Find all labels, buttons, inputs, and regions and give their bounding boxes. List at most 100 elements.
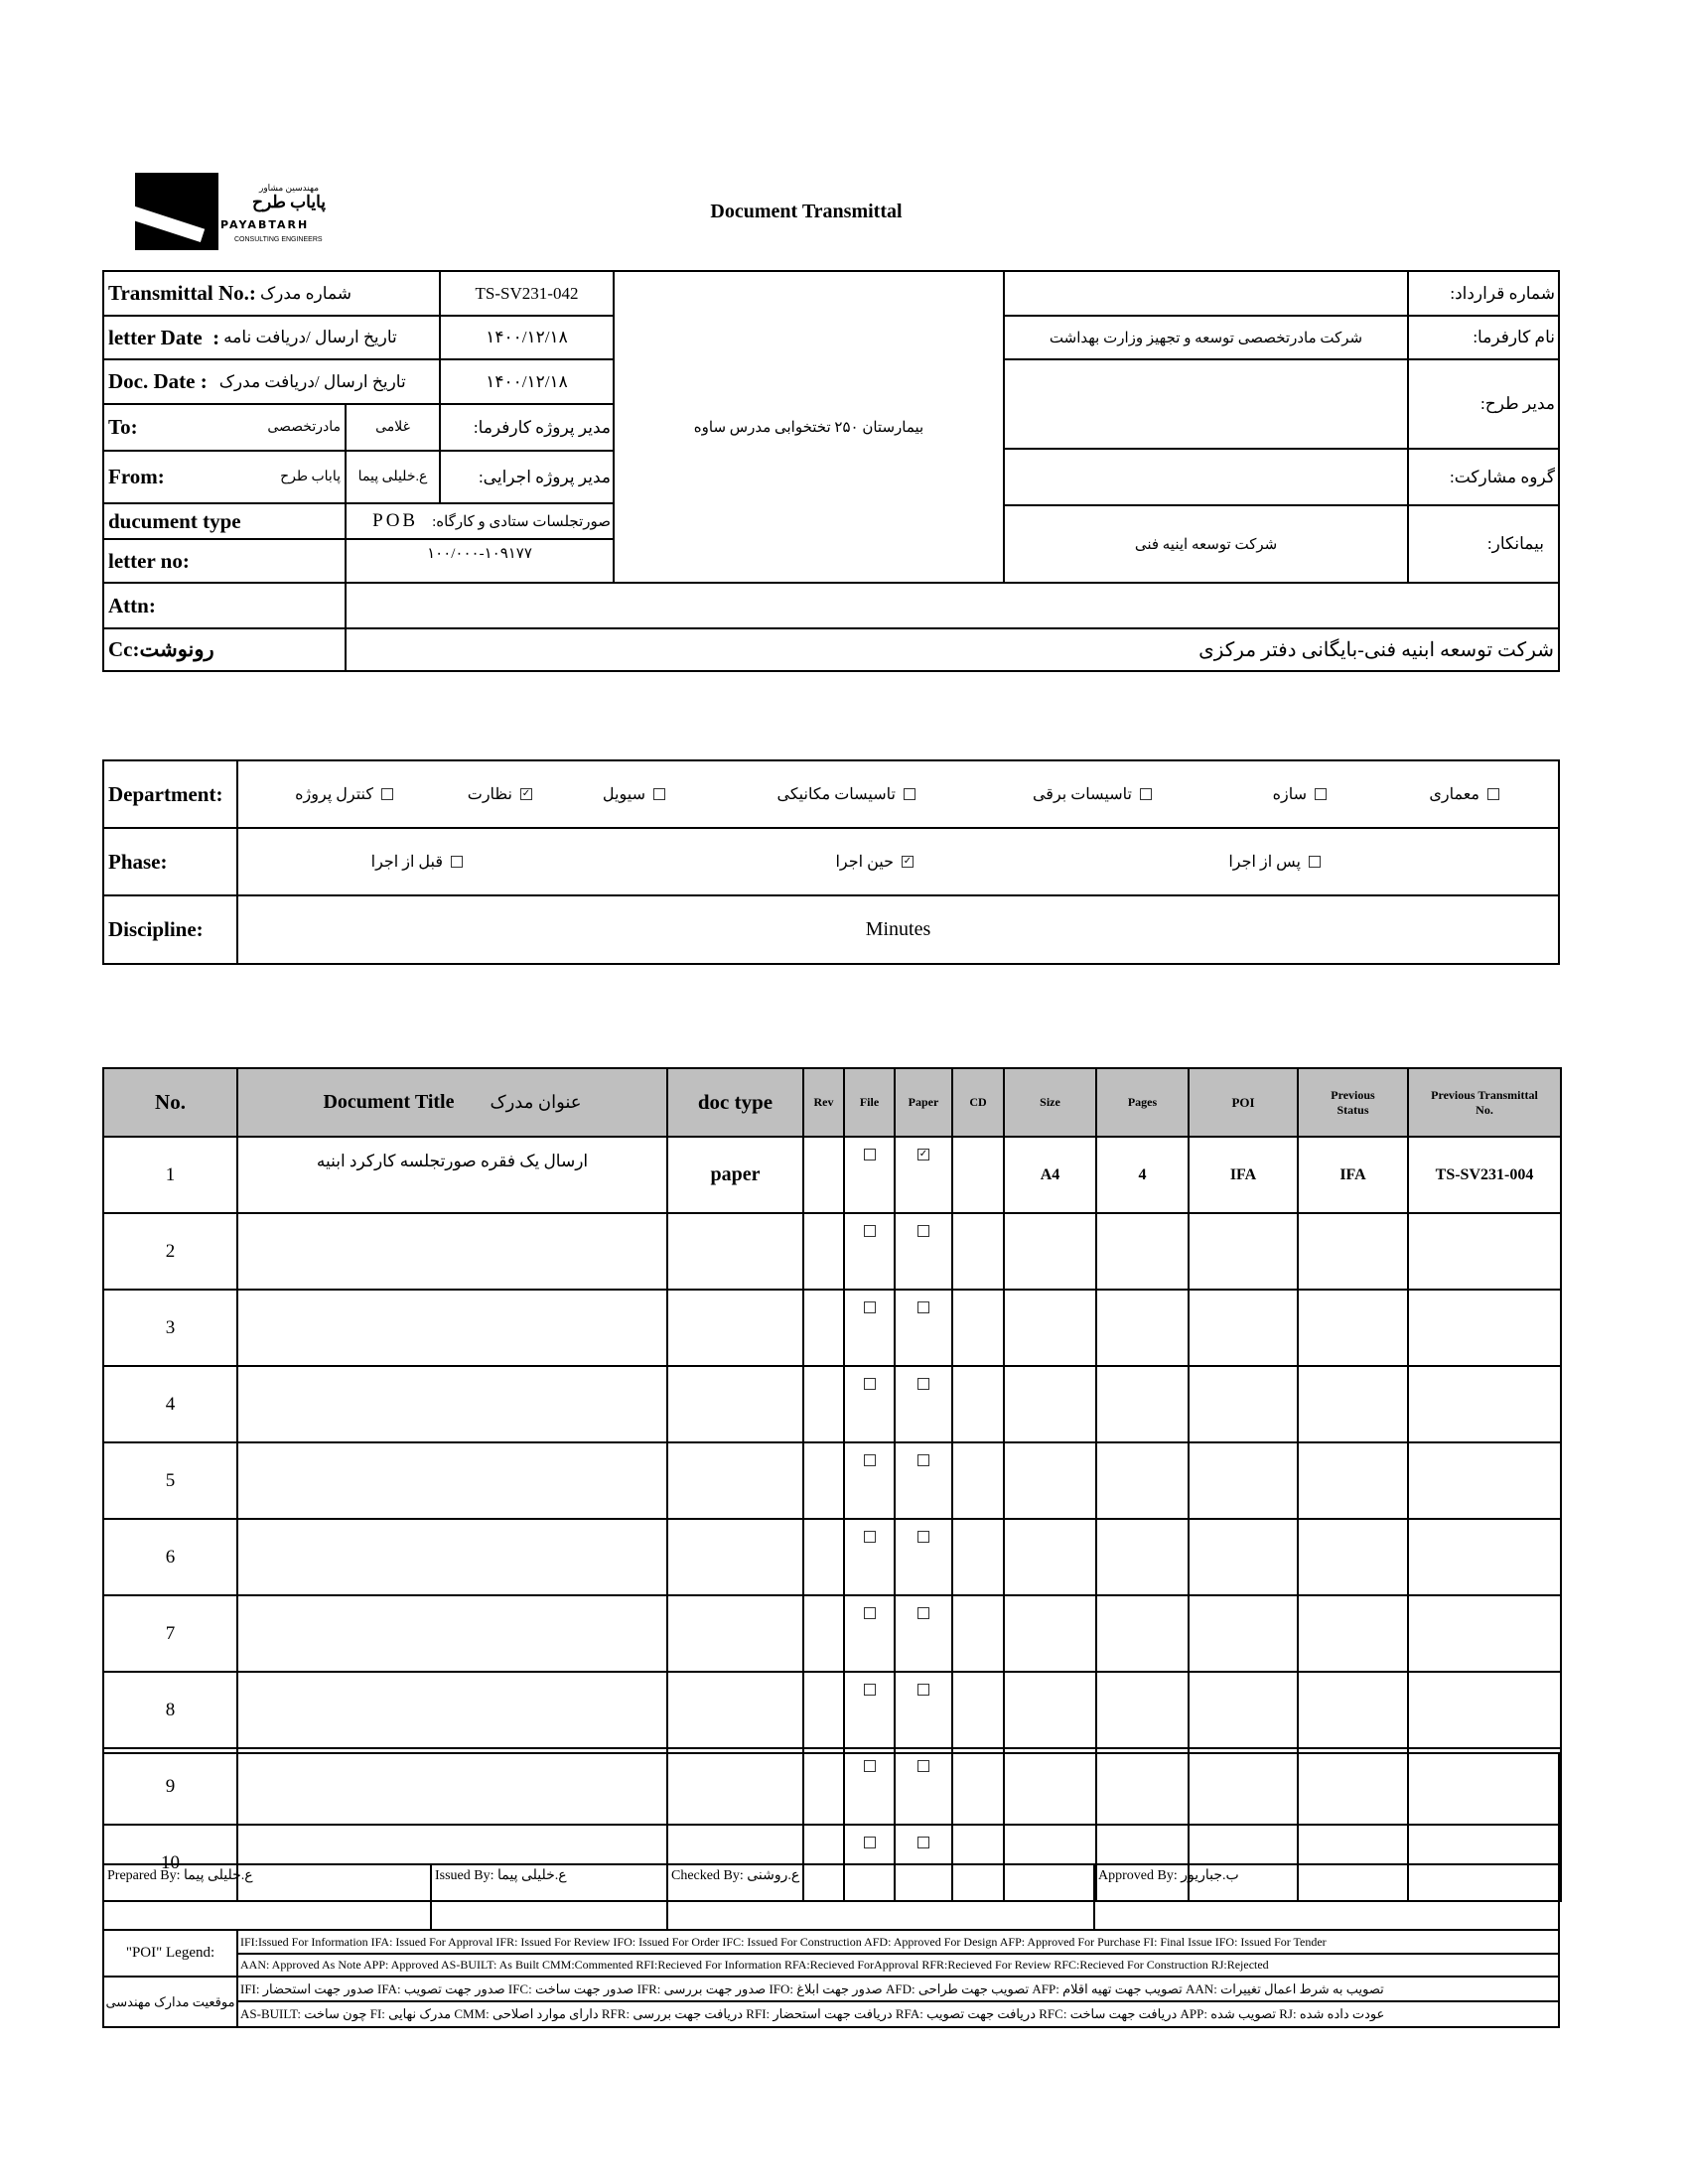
checkbox-icon[interactable] xyxy=(917,1453,929,1466)
checkbox-icon[interactable] xyxy=(1309,856,1321,868)
checkbox-icon[interactable] xyxy=(917,1300,929,1313)
cell-file[interactable] xyxy=(843,1289,896,1367)
cell-paper[interactable] xyxy=(894,1747,953,1826)
checkbox-icon[interactable] xyxy=(917,1759,929,1772)
checkbox-icon[interactable] xyxy=(1487,788,1499,800)
department-option[interactable]: کنترل پروژه xyxy=(295,784,393,804)
checkbox-icon[interactable] xyxy=(904,788,915,800)
phase-option[interactable]: قبل از اجرا xyxy=(371,852,463,872)
phase-option[interactable]: پس از اجرا xyxy=(1228,852,1321,872)
phase-option[interactable]: ✓ حین اجرا xyxy=(835,852,914,872)
cell-no: 5 xyxy=(102,1441,238,1520)
checkbox-icon[interactable] xyxy=(917,1606,929,1619)
checkbox-icon[interactable] xyxy=(451,856,463,868)
cell-size xyxy=(1003,1671,1097,1749)
department-option[interactable]: تاسیسات مکانیکی xyxy=(776,784,915,804)
cell-file[interactable] xyxy=(843,1518,896,1596)
remarks-area xyxy=(102,1752,1560,1865)
cell-prev-transmittal xyxy=(1407,1824,1562,1902)
col-title-fa: عنوان مدرک xyxy=(490,1092,582,1112)
discipline-label-cell: Discipline: xyxy=(102,894,238,965)
checkbox-icon[interactable] xyxy=(917,1530,929,1543)
checkbox-icon[interactable] xyxy=(863,1300,876,1313)
cell-paper[interactable] xyxy=(894,1212,953,1291)
checkbox-checked-icon[interactable]: ✓ xyxy=(917,1148,929,1160)
checkbox-icon[interactable] xyxy=(863,1148,876,1160)
cell-doc-type xyxy=(666,1747,804,1826)
cell-file[interactable] xyxy=(843,1365,896,1443)
department-option[interactable]: ✓ نظارت xyxy=(468,784,532,804)
checkbox-icon[interactable] xyxy=(917,1836,929,1848)
department-option[interactable]: معماری xyxy=(1429,784,1499,804)
cell-file[interactable] xyxy=(843,1212,896,1291)
checkbox-checked-icon[interactable]: ✓ xyxy=(520,788,532,800)
cell-no: 4 xyxy=(102,1365,238,1443)
table-row: 1 ارسال یک فقره صورتجلسه کارکرد ابنیه pape… xyxy=(102,1136,1562,1214)
department-option[interactable]: سازه xyxy=(1273,784,1327,804)
checkbox-icon[interactable] xyxy=(863,1377,876,1390)
cell-file[interactable] xyxy=(843,1824,896,1902)
logo-subtitle: CONSULTING ENGINEERS xyxy=(234,236,323,243)
checkbox-icon[interactable] xyxy=(863,1530,876,1543)
checkbox-icon[interactable] xyxy=(863,1224,876,1237)
checkbox-icon[interactable] xyxy=(917,1377,929,1390)
cell-rev xyxy=(802,1136,845,1214)
cell-no: 10 xyxy=(102,1824,238,1902)
cell-poi xyxy=(1188,1441,1299,1520)
checkbox-icon[interactable] xyxy=(863,1836,876,1848)
checkbox-checked-icon[interactable]: ✓ xyxy=(902,856,914,868)
checkbox-icon[interactable] xyxy=(917,1683,929,1696)
cell-paper[interactable]: ✓ xyxy=(894,1136,953,1214)
cell-paper[interactable] xyxy=(894,1671,953,1749)
letter-date-value: ۱۴۰۰/۱۲/۱۸ xyxy=(439,315,615,360)
cell-paper[interactable] xyxy=(894,1365,953,1443)
checkbox-icon[interactable] xyxy=(381,788,393,800)
cell-poi: IFA xyxy=(1188,1136,1299,1214)
cell-file[interactable] xyxy=(843,1671,896,1749)
cell-file[interactable] xyxy=(843,1747,896,1826)
cell-rev xyxy=(802,1671,845,1749)
cell-file[interactable] xyxy=(843,1441,896,1520)
cell-prev-status xyxy=(1297,1671,1409,1749)
cell-cd xyxy=(951,1747,1005,1826)
cell-cd xyxy=(951,1289,1005,1367)
employer-value: شرکت مادرتخصصی توسعه و تجهیز وزارت بهداش… xyxy=(1003,315,1409,360)
cell-rev xyxy=(802,1441,845,1520)
col-prev-transmittal: Previous Transmittal No. xyxy=(1407,1067,1562,1138)
cell-paper[interactable] xyxy=(894,1289,953,1367)
department-option[interactable]: سیویل xyxy=(603,784,665,804)
phase-option-label: حین اجرا xyxy=(835,854,894,871)
from-role: مدیر پروژه اجرایی: xyxy=(439,450,615,504)
checkbox-icon[interactable] xyxy=(863,1606,876,1619)
cell-title xyxy=(236,1365,668,1443)
table-row: 7 xyxy=(102,1594,1562,1673)
checkbox-icon[interactable] xyxy=(917,1224,929,1237)
checkbox-icon[interactable] xyxy=(863,1683,876,1696)
department-option[interactable]: تاسیسات برقی xyxy=(1033,784,1152,804)
cell-prev-status xyxy=(1297,1289,1409,1367)
checkbox-icon[interactable] xyxy=(863,1453,876,1466)
attn-label-cell: Attn: xyxy=(102,582,347,629)
cell-prev-status xyxy=(1297,1212,1409,1291)
checkbox-icon[interactable] xyxy=(1315,788,1327,800)
cell-rev xyxy=(802,1824,845,1902)
cell-paper[interactable] xyxy=(894,1594,953,1673)
employer-label: نام کارفرما: xyxy=(1407,315,1560,360)
checkbox-icon[interactable] xyxy=(863,1759,876,1772)
cell-cd xyxy=(951,1212,1005,1291)
status-legend-line-1: IFI: صدور جهت استحضار IFA: صدور جهت تصوی… xyxy=(236,1976,1560,2002)
cell-paper[interactable] xyxy=(894,1824,953,1902)
cell-cd xyxy=(951,1365,1005,1443)
cell-poi xyxy=(1188,1518,1299,1596)
cell-poi xyxy=(1188,1824,1299,1902)
doc-type-value-cell: صورتجلسات ستادی و کارگاه: POB xyxy=(345,502,615,540)
cell-paper[interactable] xyxy=(894,1441,953,1520)
cell-pages xyxy=(1095,1594,1190,1673)
cell-poi xyxy=(1188,1594,1299,1673)
cell-paper[interactable] xyxy=(894,1518,953,1596)
checkbox-icon[interactable] xyxy=(653,788,665,800)
cell-file[interactable] xyxy=(843,1594,896,1673)
cell-file[interactable] xyxy=(843,1136,896,1214)
checkbox-icon[interactable] xyxy=(1140,788,1152,800)
approved-by: Approved By: ب.جباریور xyxy=(1093,1863,1560,1931)
